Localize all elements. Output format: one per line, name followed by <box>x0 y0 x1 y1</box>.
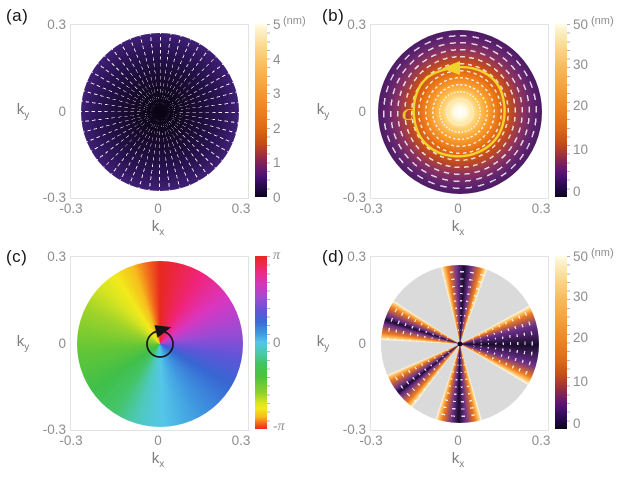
x-axis-label: kx <box>151 450 165 470</box>
colorbar-unit: (nm) <box>283 15 306 27</box>
y-tick-label: -0.3 <box>42 190 66 205</box>
winding-arrow-overlay <box>145 324 174 358</box>
colorbar-unit: (nm) <box>591 247 614 259</box>
colorbar-d <box>555 256 567 429</box>
contour-loop <box>412 65 506 157</box>
colorbar-tick-label: 4 <box>273 52 281 67</box>
y-tick-label: 0.3 <box>347 17 366 32</box>
x-tick-label: 0.3 <box>231 201 251 216</box>
colorbar-tick-label: 20 <box>573 330 589 345</box>
colorbar-tick-label: 0 <box>273 335 281 350</box>
colorbar-tick-label: 50 <box>573 17 589 32</box>
y-tick-label: 0 <box>358 336 366 351</box>
panel-c-label: (c) <box>6 247 28 266</box>
colorbar-tick-label: 5 <box>273 17 281 32</box>
colorbar-b <box>555 24 567 197</box>
y-axis-label: ky <box>316 101 330 121</box>
panel-b: (b) ky 0.3 0 -0.3 C -0.3 0 0.3 kx <box>317 0 640 245</box>
colorbar-tick-label: 50 <box>573 249 589 264</box>
contour-label: C <box>402 105 414 124</box>
x-tick-label: -0.3 <box>59 201 83 216</box>
panel-a-label: (a) <box>6 6 29 25</box>
colorbar-tick-label: 0 <box>573 184 581 199</box>
x-tick-label: -0.3 <box>59 433 83 448</box>
dark-mottling <box>377 29 542 194</box>
y-tick-label: 0.3 <box>47 17 66 32</box>
panel-b-label: (b) <box>322 6 345 25</box>
colorbar-a <box>255 24 267 197</box>
colorbar-tick-label: 30 <box>573 289 589 304</box>
colorbar-tick-label: 20 <box>573 98 589 113</box>
y-tick-label: 0.3 <box>347 249 366 264</box>
center-dot <box>457 341 462 346</box>
colorbar-tick-label: 1 <box>273 155 281 170</box>
x-tick-label: -0.3 <box>359 433 383 448</box>
colorbar-ticks-c <box>267 256 270 429</box>
colorbar-tick-label: 0 <box>273 190 281 205</box>
x-tick-label: 0 <box>454 201 462 216</box>
panel-d-label: (d) <box>322 247 345 266</box>
plot-area-b: C <box>370 24 549 199</box>
colorbar-tick-label: 3 <box>273 86 281 101</box>
colorbar-tick-label: 0 <box>573 416 581 431</box>
colorbar-ticks-a <box>267 24 270 197</box>
x-tick-label: 0 <box>154 201 162 216</box>
x-tick-label: 0.3 <box>531 433 551 448</box>
x-axis-label: kx <box>151 218 165 238</box>
colorbar-ticks-b <box>567 24 570 197</box>
winding-arrowhead-icon <box>153 324 171 338</box>
panel-d: (d) ky 0.3 0 -0.3 -0.3 0 0.3 kx 50 (nm) … <box>317 245 640 491</box>
plot-area-a <box>70 24 249 199</box>
x-tick-label: 0.3 <box>531 201 551 216</box>
y-axis-label: ky <box>16 333 30 353</box>
plot-area-c <box>70 256 249 431</box>
x-tick-label: 0.3 <box>231 433 251 448</box>
colorbar-tick-label: 10 <box>573 142 589 157</box>
y-tick-label: -0.3 <box>342 422 366 437</box>
contour-arrowhead-icon <box>441 60 460 75</box>
phase-color-wheel <box>76 260 243 427</box>
colorbar-tick-label: -π <box>273 419 285 434</box>
colorbar-unit: (nm) <box>591 15 614 27</box>
panel-a: (a) ky 0.3 0 -0.3 -0.3 0 0.3 kx 5 (nm) 4… <box>0 0 320 245</box>
x-tick-label: 0 <box>454 433 462 448</box>
x-tick-label: -0.3 <box>359 201 383 216</box>
contour-overlay: C <box>402 60 506 157</box>
colorbar-tick-label: π <box>273 248 281 263</box>
x-axis-label: kx <box>451 450 465 470</box>
colorbar-ticks-d <box>567 256 570 429</box>
colorbar-tick-label: 10 <box>573 374 589 389</box>
y-tick-label: -0.3 <box>42 422 66 437</box>
y-axis-label: ky <box>16 101 30 121</box>
y-tick-label: 0 <box>58 104 66 119</box>
heatmap-disk-b: C <box>377 29 542 194</box>
quiver-arrows-a <box>80 32 239 191</box>
colorbar-tick-label: 2 <box>273 121 281 136</box>
panel-c: (c) ky 0.3 0 -0.3 -0.3 0 0.3 kx π 0 <box>0 245 320 491</box>
heatmap-disk-a <box>80 32 239 191</box>
colorbar-c <box>255 256 267 429</box>
y-tick-label: 0 <box>58 336 66 351</box>
y-axis-label: ky <box>316 333 330 353</box>
heatmap-disk-d <box>380 264 539 423</box>
x-axis-label: kx <box>451 218 465 238</box>
plot-area-d <box>370 256 549 431</box>
colorbar-tick-label: 30 <box>573 57 589 72</box>
y-tick-label: 0 <box>358 104 366 119</box>
y-tick-label: 0.3 <box>47 249 66 264</box>
x-tick-label: 0 <box>154 433 162 448</box>
y-tick-label: -0.3 <box>342 190 366 205</box>
